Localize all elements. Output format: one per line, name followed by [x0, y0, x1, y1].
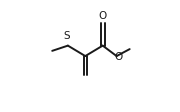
Text: O: O	[114, 52, 122, 61]
Text: O: O	[99, 10, 107, 20]
Text: S: S	[64, 31, 70, 41]
